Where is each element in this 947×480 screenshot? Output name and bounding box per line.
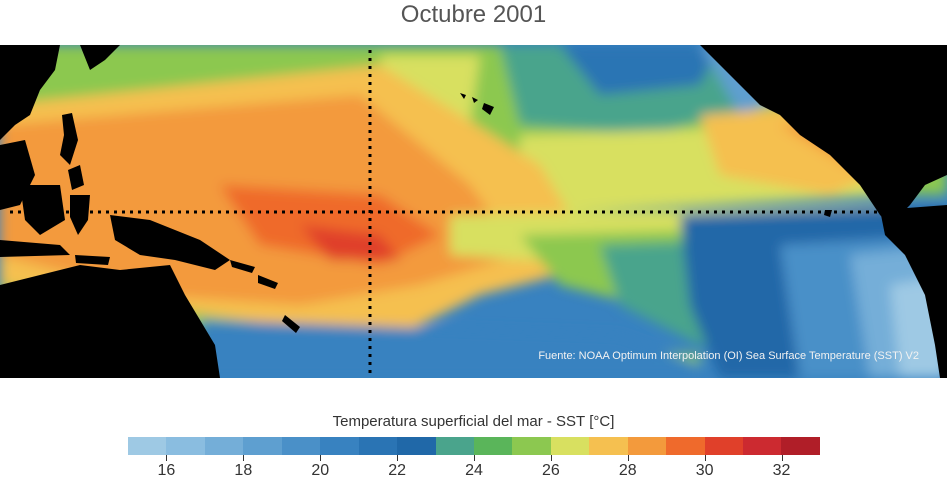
colorbar-tick bbox=[550, 455, 552, 461]
colorbar-swatch bbox=[320, 437, 359, 455]
sst-map bbox=[0, 45, 947, 378]
colorbar-swatch bbox=[512, 437, 551, 455]
colorbar-ticks: 16 18 20 22 24 26 28 30 32 bbox=[0, 455, 947, 480]
land-philippines bbox=[60, 113, 78, 165]
colorbar-tick bbox=[474, 455, 475, 461]
colorbar-tick bbox=[627, 455, 629, 461]
colorbar-swatch bbox=[550, 437, 590, 455]
land-new-guinea bbox=[110, 215, 230, 270]
land-east-asia bbox=[0, 45, 60, 140]
colorbar-tick-label: 32 bbox=[772, 462, 791, 479]
colorbar-swatch bbox=[166, 437, 205, 455]
land-sulawesi bbox=[70, 195, 90, 235]
colorbar-swatch bbox=[243, 437, 282, 455]
land-north-america bbox=[700, 45, 947, 225]
colorbar-tick-label: 30 bbox=[695, 462, 714, 479]
colorbar-swatch bbox=[397, 437, 436, 455]
colorbar-swatch bbox=[204, 437, 244, 455]
colorbar-unit: [°C] bbox=[589, 413, 615, 430]
colorbar-swatch bbox=[666, 437, 705, 455]
colorbar-swatch bbox=[627, 437, 667, 455]
colorbar-swatch bbox=[128, 437, 167, 455]
land-australia bbox=[0, 265, 220, 378]
colorbar-swatch bbox=[358, 437, 398, 455]
colorbar-tick bbox=[397, 455, 399, 461]
colorbar-swatch bbox=[704, 437, 743, 455]
colorbar-tick bbox=[166, 455, 168, 461]
colorbar-tick-label: 26 bbox=[541, 462, 560, 479]
colorbar-swatch bbox=[473, 437, 513, 455]
colorbar-swatch bbox=[589, 437, 628, 455]
land-masses bbox=[0, 45, 947, 378]
source-attribution: Fuente: NOAA Optimum Interpolation (OI) … bbox=[538, 350, 919, 362]
land-japan bbox=[80, 45, 120, 70]
colorbar-tick-label: 24 bbox=[465, 462, 483, 479]
colorbar-title: Temperatura superficial del mar - SST [°C… bbox=[0, 413, 947, 430]
colorbar bbox=[128, 437, 820, 455]
land-java bbox=[0, 240, 70, 257]
reference-lines bbox=[10, 50, 880, 378]
colorbar-tick-label: 16 bbox=[157, 462, 176, 479]
colorbar-swatch bbox=[435, 437, 474, 455]
colorbar-tick-label: 28 bbox=[618, 462, 637, 479]
land-south-america bbox=[880, 205, 947, 378]
colorbar-tick bbox=[320, 455, 322, 461]
land-hawaii bbox=[460, 93, 466, 99]
colorbar-tick-label: 18 bbox=[234, 462, 253, 479]
colorbar-tick-label: 20 bbox=[311, 462, 330, 479]
colorbar-swatch bbox=[743, 437, 782, 455]
colorbar-swatch bbox=[781, 437, 820, 455]
colorbar-tick bbox=[704, 455, 706, 461]
colorbar-title-text: Temperatura superficial del mar - SST bbox=[332, 413, 586, 430]
land-borneo bbox=[20, 185, 65, 235]
map-title: Octubre 2001 bbox=[400, 1, 547, 28]
colorbar-tick-label: 22 bbox=[388, 462, 406, 479]
colorbar-tick bbox=[781, 455, 783, 461]
colorbar-swatch bbox=[281, 437, 321, 455]
colorbar-tick bbox=[243, 455, 245, 461]
